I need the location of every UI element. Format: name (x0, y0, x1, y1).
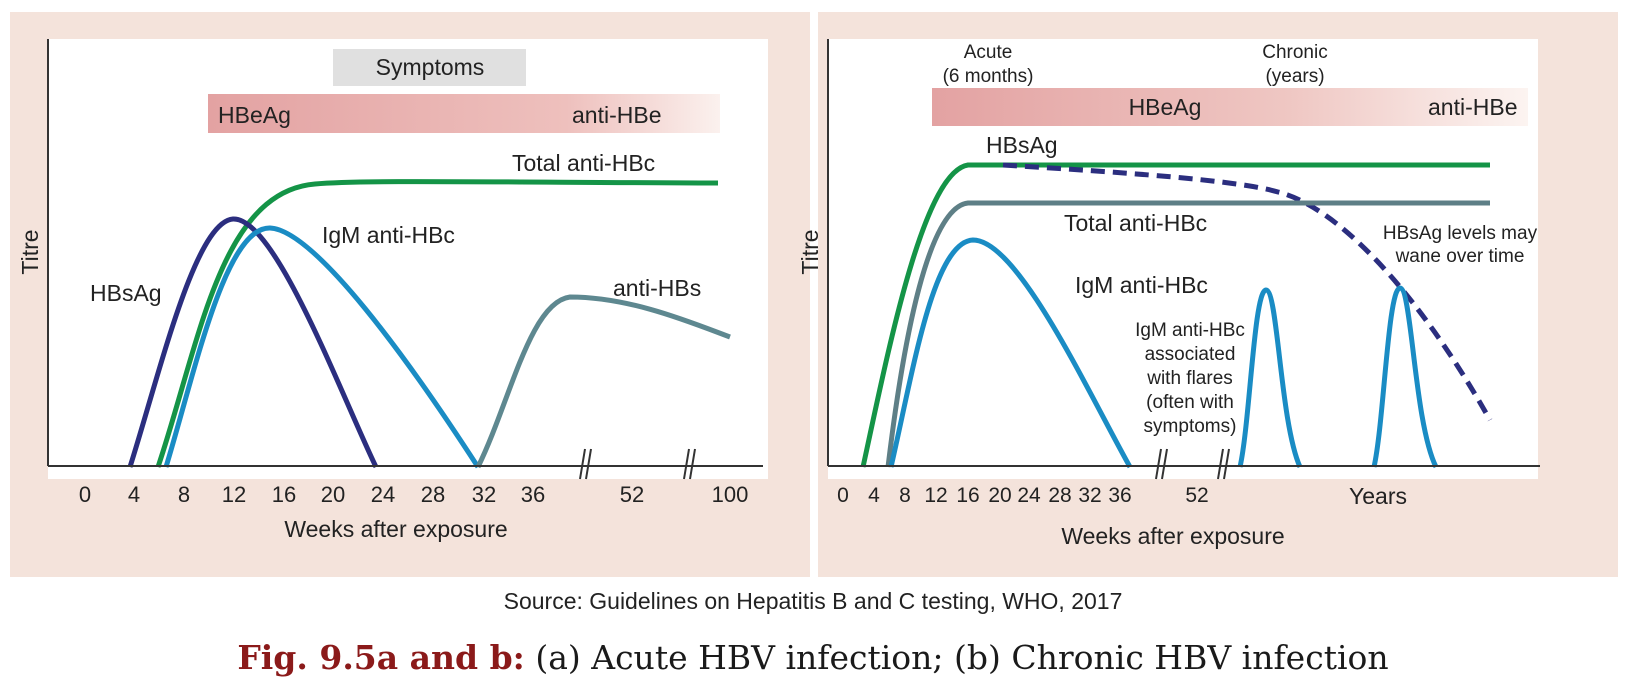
x-tick-12: 12 (924, 484, 947, 507)
x-tick-100: 100 (712, 482, 749, 507)
x-tick-labels: 0 4 8 12 16 20 24 28 32 36 52 100 (79, 482, 748, 507)
x-tick-20: 20 (321, 482, 345, 507)
x-tick-24: 24 (1017, 484, 1041, 507)
source-note: Source: Guidelines on Hepatitis B and C … (503, 588, 1123, 614)
flare-note-line: with flares (1146, 368, 1233, 389)
igm-anti-hbc-label: IgM anti-HBc (1075, 272, 1208, 298)
x-tick-52: 52 (1185, 484, 1208, 507)
x-tick-52: 52 (620, 482, 644, 507)
acute-panel: Symptoms HBeAg anti-HBe Total anti-HBc I… (10, 12, 810, 577)
total-anti-hbc-label: Total anti-HBc (1064, 210, 1207, 236)
x-tick-4: 4 (128, 482, 140, 507)
igm-anti-hbc-curve (888, 237, 1133, 469)
caption-text: (a) Acute HBV infection; (b) Chronic HBV… (524, 638, 1389, 677)
flare-note-line: IgM anti-HBc (1135, 320, 1245, 341)
waning-note-line-1: HBsAg levels may (1383, 223, 1538, 244)
hbsag-label: HBsAg (90, 280, 162, 306)
waning-note-line-2: wane over time (1395, 246, 1525, 267)
axis-break-1 (1155, 448, 1168, 480)
flare-note-line: associated (1145, 344, 1236, 365)
chronic-diagram: Acute (6 months) Chronic (years) HBeAg a… (797, 39, 1540, 549)
x-tick-28: 28 (1048, 484, 1071, 507)
x-axis-label: Weeks after exposure (1061, 523, 1284, 549)
chronic-phase-label: Chronic (1262, 42, 1327, 63)
x-tick-32: 32 (1078, 484, 1101, 507)
anti-hbe-label: anti-HBe (572, 102, 661, 128)
axis-break-2 (683, 448, 696, 480)
anti-hbs-curve (475, 294, 731, 469)
symptoms-label: Symptoms (376, 54, 485, 80)
axis-break-1 (579, 448, 592, 480)
anti-hbe-label: anti-HBe (1428, 94, 1517, 120)
y-axis-label: Titre (17, 229, 43, 274)
x-tick-8: 8 (899, 484, 911, 507)
total-anti-hbc-curve (155, 179, 719, 468)
x-tick-20: 20 (988, 484, 1011, 507)
chronic-duration-label: (years) (1265, 66, 1324, 87)
flare-note-line: symptoms) (1144, 416, 1237, 437)
total-anti-hbc-label: Total anti-HBc (512, 150, 655, 176)
hbsag-waning-curve (1002, 162, 1493, 422)
flare-note: IgM anti-HBc associated with flares (oft… (1135, 320, 1245, 437)
hbeag-label: HBeAg (1129, 94, 1202, 120)
y-axis-label: Titre (797, 229, 823, 274)
igm-flare-peak-1 (1237, 287, 1303, 469)
hbsag-curve (127, 216, 379, 469)
x-tick-24: 24 (371, 482, 395, 507)
acute-phase-label: Acute (964, 42, 1013, 63)
igm-anti-hbc-curve (163, 225, 481, 469)
x-tick-12: 12 (222, 482, 246, 507)
x-axis-label: Weeks after exposure (284, 516, 507, 542)
hbeag-bar (208, 94, 720, 133)
hbeag-label: HBeAg (218, 102, 291, 128)
igm-anti-hbc-label: IgM anti-HBc (322, 222, 455, 248)
x-tick-8: 8 (178, 482, 190, 507)
igm-flare-peak-2 (1371, 285, 1439, 469)
hbeag-bar (932, 88, 1528, 126)
acute-duration-label: (6 months) (943, 66, 1034, 87)
hbsag-curve (860, 162, 1490, 468)
total-anti-hbc-curve (885, 200, 1490, 468)
x-tick-labels: 0 4 8 12 16 20 24 28 32 36 52 (837, 484, 1209, 507)
caption-prefix: Fig. 9.5a and b: (237, 638, 525, 677)
years-label: Years (1349, 483, 1407, 509)
x-tick-0: 0 (837, 484, 849, 507)
symptoms-box (333, 49, 526, 86)
x-tick-32: 32 (472, 482, 496, 507)
x-tick-36: 36 (521, 482, 545, 507)
x-tick-16: 16 (956, 484, 979, 507)
x-tick-4: 4 (868, 484, 880, 507)
x-tick-28: 28 (421, 482, 445, 507)
x-tick-36: 36 (1108, 484, 1131, 507)
x-tick-16: 16 (272, 482, 296, 507)
x-tick-0: 0 (79, 482, 91, 507)
axis-break-2 (1217, 448, 1230, 480)
chronic-panel: Acute (6 months) Chronic (years) HBeAg a… (797, 12, 1618, 577)
acute-diagram: Symptoms HBeAg anti-HBe Total anti-HBc I… (17, 39, 768, 542)
figure-caption: Fig. 9.5a and b: (a) Acute HBV infection… (0, 638, 1626, 677)
flare-note-line: (often with (1146, 392, 1234, 413)
hbsag-label: HBsAg (986, 132, 1058, 158)
anti-hbs-label: anti-HBs (613, 275, 701, 301)
